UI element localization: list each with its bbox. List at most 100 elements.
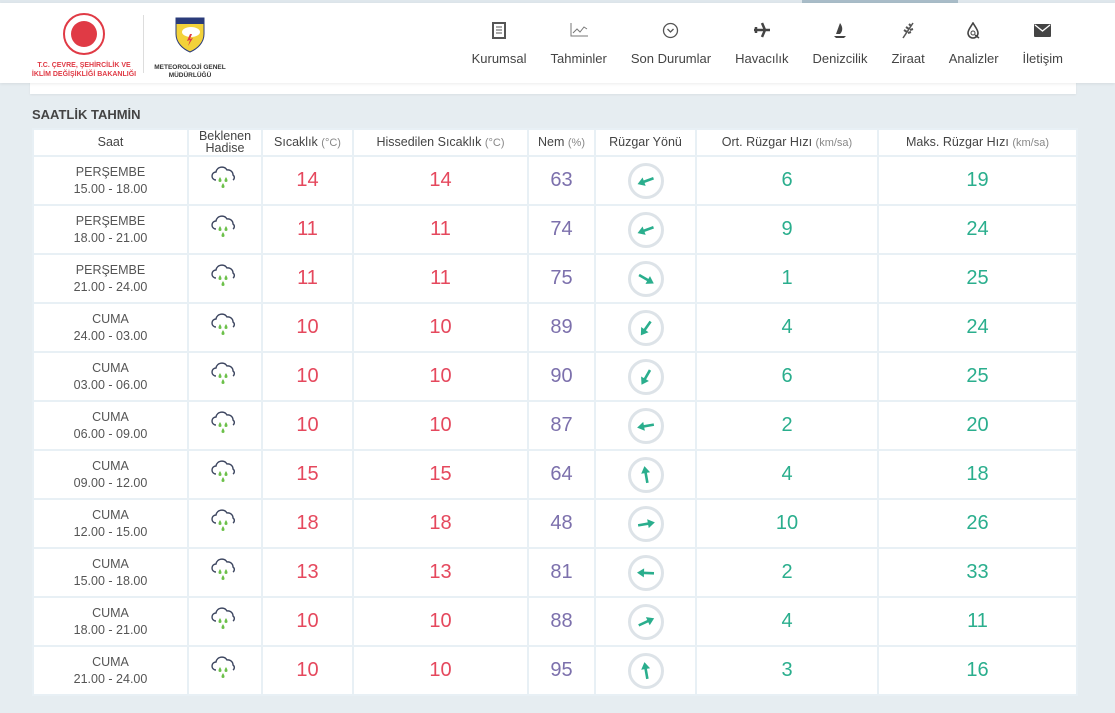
wind-avg: 9 bbox=[695, 204, 879, 255]
column-header-unit: (°C) bbox=[321, 136, 341, 149]
nav-analizler[interactable]: Analizler bbox=[937, 19, 1011, 66]
wind-direction-cell bbox=[594, 449, 697, 500]
chart-icon bbox=[570, 19, 588, 41]
wind-avg: 2 bbox=[695, 400, 879, 451]
event-cell bbox=[187, 155, 263, 206]
column-header-label: Sıcaklık bbox=[274, 134, 318, 149]
table-row: PERŞEMBE 18.00 - 21.00 11 11 74 9 24 bbox=[32, 204, 1078, 255]
event-cell bbox=[187, 547, 263, 598]
wind-arrow-icon bbox=[637, 518, 655, 528]
ministry-seal-icon bbox=[63, 13, 105, 55]
table-header-row: Saat Beklenen Hadise Sıcaklık (°C) Hissed… bbox=[32, 128, 1078, 157]
nav-label: Kurumsal bbox=[471, 51, 527, 66]
wind-arrow-icon bbox=[637, 616, 654, 627]
column-header-label: Maks. Rüzgar Hızı bbox=[906, 134, 1009, 149]
time-cell: CUMA 03.00 - 06.00 bbox=[32, 351, 189, 402]
wind-arrow-icon bbox=[637, 273, 654, 284]
time-cell: CUMA 09.00 - 12.00 bbox=[32, 449, 189, 500]
table-row: CUMA 21.00 - 24.00 10 10 95 3 16 bbox=[32, 645, 1078, 696]
event-cell bbox=[187, 498, 263, 549]
temperature: 10 bbox=[261, 596, 354, 647]
mgm-logo-text: METEOROLOJİ GENEL MÜDÜRLÜĞÜ bbox=[154, 64, 226, 79]
column-header-unit: (km/sa) bbox=[1012, 136, 1049, 149]
table-row: CUMA 15.00 - 18.00 13 13 81 2 33 bbox=[32, 547, 1078, 598]
ministry-logo[interactable]: T.C. ÇEVRE, ŞEHİRCİLİK VE İKLİM DEĞİŞİKL… bbox=[30, 13, 138, 79]
wind-arrow-icon bbox=[640, 368, 651, 385]
event-cell bbox=[187, 449, 263, 500]
rain-icon bbox=[209, 558, 241, 587]
wind-max: 24 bbox=[877, 302, 1078, 353]
event-cell bbox=[187, 253, 263, 304]
wind-direction-dial bbox=[627, 260, 664, 297]
mgm-shield-icon bbox=[175, 17, 205, 53]
nav-iletisim[interactable]: İletişim bbox=[1011, 19, 1075, 66]
wind-avg: 1 bbox=[695, 253, 879, 304]
table-row: PERŞEMBE 21.00 - 24.00 11 11 75 1 25 bbox=[32, 253, 1078, 304]
temperature: 15 bbox=[261, 449, 354, 500]
hourly-forecast-table: Saat Beklenen Hadise Sıcaklık (°C) Hissed… bbox=[32, 128, 1078, 696]
temperature: 10 bbox=[261, 645, 354, 696]
event-cell bbox=[187, 596, 263, 647]
table-row: CUMA 09.00 - 12.00 15 15 64 4 18 bbox=[32, 449, 1078, 500]
wheat-icon bbox=[901, 19, 915, 41]
nav-havacilik[interactable]: Havacılık bbox=[723, 19, 800, 66]
nav-denizcilik[interactable]: Denizcilik bbox=[801, 19, 880, 66]
wind-max: 26 bbox=[877, 498, 1078, 549]
wind-direction-cell bbox=[594, 596, 697, 647]
wind-direction-dial bbox=[627, 407, 664, 444]
column-header-label: Nem bbox=[538, 134, 565, 149]
wind-avg: 4 bbox=[695, 596, 879, 647]
wind-max: 19 bbox=[877, 155, 1078, 206]
wind-arrow-icon bbox=[640, 320, 652, 335]
wind-direction-cell bbox=[594, 498, 697, 549]
feels-like: 11 bbox=[352, 204, 529, 255]
nav-label: Denizcilik bbox=[812, 51, 868, 66]
nav-label: İletişim bbox=[1022, 51, 1063, 66]
column-header-unit: (°C) bbox=[484, 136, 505, 149]
time-cell: CUMA 18.00 - 21.00 bbox=[32, 596, 189, 647]
event-cell bbox=[187, 302, 263, 353]
time-range: 15.00 - 18.00 bbox=[73, 181, 148, 196]
event-cell bbox=[187, 351, 263, 402]
column-header: Sıcaklık (°C) bbox=[261, 128, 354, 157]
wind-max: 24 bbox=[877, 204, 1078, 255]
nav-ziraat[interactable]: Ziraat bbox=[879, 19, 936, 66]
time-cell: CUMA 06.00 - 09.00 bbox=[32, 400, 189, 451]
feels-like: 13 bbox=[352, 547, 529, 598]
feels-like: 10 bbox=[352, 351, 529, 402]
table-row: CUMA 12.00 - 15.00 18 18 48 10 26 bbox=[32, 498, 1078, 549]
day-label: CUMA bbox=[92, 311, 129, 326]
humidity: 89 bbox=[527, 302, 596, 353]
wind-direction-dial bbox=[627, 211, 664, 248]
nav-kurumsal[interactable]: Kurumsal bbox=[460, 19, 539, 66]
nav-label: Analizler bbox=[948, 51, 999, 66]
humidity: 95 bbox=[527, 645, 596, 696]
humidity: 87 bbox=[527, 400, 596, 451]
wind-max: 33 bbox=[877, 547, 1078, 598]
time-range: 18.00 - 21.00 bbox=[73, 622, 148, 637]
temperature: 11 bbox=[261, 253, 354, 304]
rain-icon bbox=[209, 215, 241, 244]
column-header-label: Saat bbox=[97, 134, 124, 149]
humidity: 74 bbox=[527, 204, 596, 255]
humidity: 64 bbox=[527, 449, 596, 500]
nav-tahminler[interactable]: Tahminler bbox=[539, 19, 619, 66]
temperature: 10 bbox=[261, 400, 354, 451]
nav-son-durumlar[interactable]: Son Durumlar bbox=[619, 19, 723, 66]
wind-arrow-icon bbox=[637, 225, 654, 235]
rain-icon bbox=[209, 313, 241, 342]
wind-direction-dial bbox=[627, 456, 664, 493]
humidity: 48 bbox=[527, 498, 596, 549]
wind-direction-cell bbox=[594, 204, 697, 255]
feels-like: 10 bbox=[352, 400, 529, 451]
temperature: 11 bbox=[261, 204, 354, 255]
wind-avg: 4 bbox=[695, 449, 879, 500]
time-range: 03.00 - 06.00 bbox=[73, 377, 148, 392]
day-label: CUMA bbox=[92, 458, 129, 473]
wind-direction-dial bbox=[627, 309, 664, 346]
mgm-logo[interactable]: METEOROLOJİ GENEL MÜDÜRLÜĞÜ bbox=[150, 17, 230, 80]
wind-max: 25 bbox=[877, 351, 1078, 402]
time-range: 18.00 - 21.00 bbox=[73, 230, 148, 245]
wind-avg: 3 bbox=[695, 645, 879, 696]
wind-direction-dial bbox=[627, 554, 664, 591]
